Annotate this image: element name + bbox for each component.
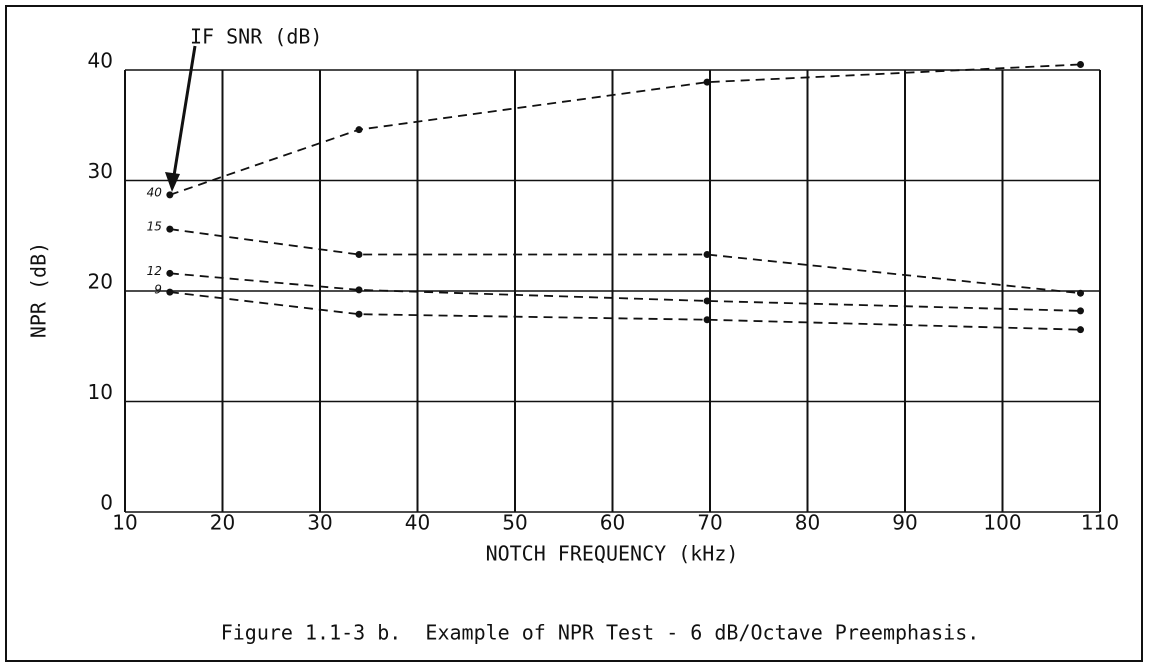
data-point	[1077, 326, 1084, 334]
series-label: 40	[147, 185, 163, 199]
x-tick-label: 40	[405, 511, 430, 535]
x-tick-label: 60	[600, 511, 625, 535]
x-tick-label: 50	[502, 511, 527, 535]
data-point	[166, 269, 174, 277]
x-tick-label: 70	[697, 511, 722, 535]
data-point	[703, 316, 711, 324]
data-point	[703, 78, 711, 86]
data-point	[355, 126, 363, 134]
y-tick-label: 30	[88, 159, 113, 183]
x-tick-label: 110	[1081, 511, 1119, 535]
data-point	[703, 297, 711, 305]
series-line	[169, 272, 1081, 312]
x-tick-label: 80	[795, 511, 820, 535]
data-point	[1077, 307, 1084, 315]
y-tick-label: 10	[88, 380, 113, 404]
x-tick-label: 20	[210, 511, 235, 535]
data-point	[703, 251, 711, 259]
data-point	[355, 310, 363, 318]
data-point	[355, 286, 363, 294]
data-point	[166, 225, 174, 233]
annotation-arrow	[170, 45, 197, 189]
series-label: 15	[147, 220, 162, 234]
y-axis-label: NPR (dB)	[27, 242, 51, 338]
series-line	[169, 228, 1081, 295]
x-tick-label: 10	[112, 511, 137, 535]
x-tick-label: 30	[307, 511, 332, 535]
series-line	[169, 63, 1081, 196]
y-tick-label: 40	[88, 49, 113, 73]
data-point	[1077, 289, 1084, 297]
data-point	[355, 251, 363, 259]
x-axis-label: NOTCH FREQUENCY (kHz)	[486, 542, 739, 566]
series-label: 9	[154, 283, 162, 297]
y-tick-label: 20	[88, 270, 113, 294]
data-point	[1077, 60, 1084, 68]
arrow-head	[165, 172, 180, 192]
x-tick-label: 90	[892, 511, 917, 535]
data-point	[166, 288, 174, 296]
y-tick-label: 0	[100, 491, 113, 515]
series-label: 12	[147, 264, 162, 278]
annotation: IF SNR (dB)	[190, 25, 322, 49]
data-point	[166, 191, 174, 199]
caption: Figure 1.1-3 b. Example of NPR Test - 6 …	[221, 621, 980, 645]
frame	[5, 5, 1143, 662]
series-line	[169, 291, 1081, 331]
x-tick-label: 100	[983, 511, 1021, 535]
